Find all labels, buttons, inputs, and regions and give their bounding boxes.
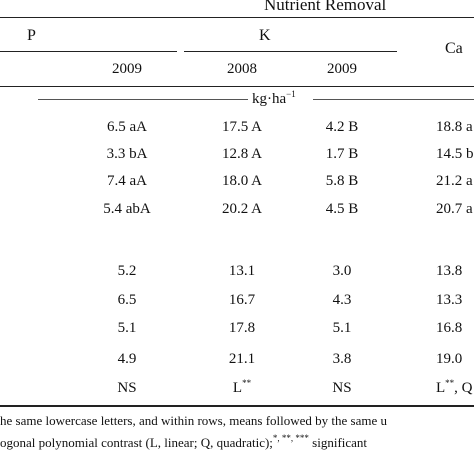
cell-ca: 21.2 a [436,173,473,189]
cell-k-2009: 3.8 [332,351,352,367]
cell-p: 6.5 [117,292,137,308]
cell-k-2008: 18.0 A [221,173,262,189]
cell-k-2008: 12.8 A [221,146,262,162]
header-rule-p [0,51,177,52]
contrast-ca: L**, Q [436,378,473,396]
header-rule-k [184,51,397,52]
cell-p: 6.5 aA [107,119,147,135]
column-header-p: P [27,27,36,44]
column-year-k-2009: 2009 [327,61,357,77]
cell-k-2009: 4.3 [332,292,352,308]
cell-k-2009: 5.1 [332,320,352,336]
cell-ca: 18.8 a [436,119,473,135]
footnote-line-1: he same lowercase letters, and within ro… [0,413,387,428]
cell-k-2008: 20.2 A [221,201,262,217]
cell-k-2008: 13.1 [228,263,256,279]
cell-k-2009: 3.0 [332,263,352,279]
cell-ca: 16.8 [436,320,463,336]
cell-k-2008: 17.5 A [221,119,262,135]
cell-p: 3.3 bA [106,146,148,162]
cell-ca: 19.0 [436,351,463,367]
cell-ca: 20.7 a [436,201,473,217]
units-dash-left [38,99,248,100]
column-header-ca: Ca [445,40,463,57]
cell-ca: 13.8 [436,263,463,279]
cell-ca: 13.3 [436,292,463,308]
cell-p: 7.4 aA [107,173,147,189]
cell-p: 5.4 abA [103,201,151,217]
contrast-k-2008: L** [232,378,252,396]
cell-k-2009: 1.7 B [325,146,359,162]
cell-p: 4.9 [117,351,137,367]
cell-k-2009: 5.8 B [325,173,359,189]
cell-p: 5.1 [117,320,137,336]
contrast-k-2009: NS [332,380,352,396]
cell-ca: 14.5 b [436,146,474,162]
header-rule-top [0,17,474,18]
nutrient-removal-heading: Nutrient Removal [264,0,387,14]
units-dash-right [313,99,474,100]
table-rule-bottom [0,405,474,407]
contrast-p: NS [117,380,137,396]
cell-p: 5.2 [117,263,137,279]
cell-k-2009: 4.2 B [325,119,359,135]
cell-k-2009: 4.5 B [325,201,359,217]
footnote-line-2: ogonal polynomial contrast (L, linear; Q… [0,433,368,450]
cell-k-2008: 21.1 [228,351,256,367]
units-label: kg·ha−1 [252,89,296,107]
cell-k-2008: 16.7 [228,292,256,308]
column-year-p: 2009 [112,61,142,77]
cell-k-2008: 17.8 [228,320,256,336]
column-year-k-2008: 2008 [227,61,257,77]
column-header-k: K [259,27,271,44]
header-rule-bottom [0,86,474,87]
